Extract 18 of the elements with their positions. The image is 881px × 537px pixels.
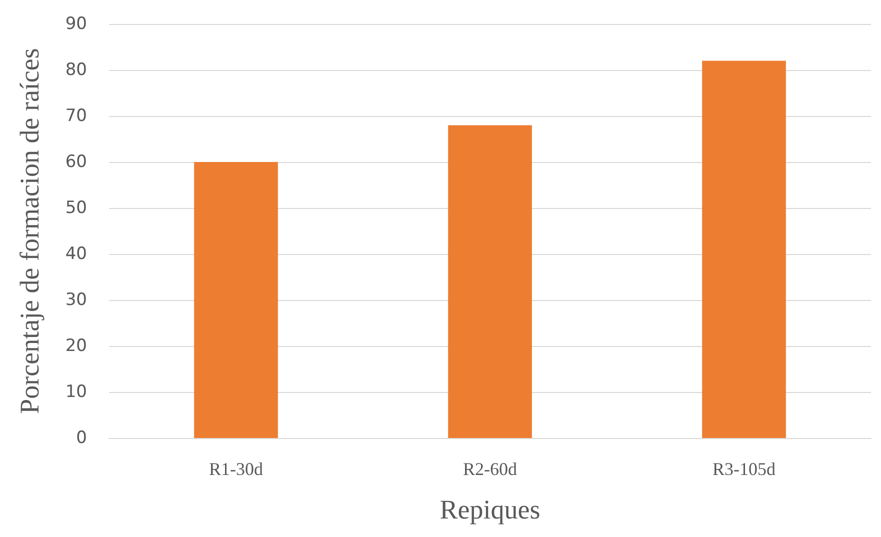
bar	[702, 60, 786, 438]
y-tick-label: 80	[65, 60, 87, 80]
y-tick-label: 10	[65, 382, 87, 402]
y-tick-label: 40	[65, 244, 87, 264]
y-tick-label: 70	[65, 106, 87, 126]
y-tick-label: 0	[76, 428, 87, 448]
y-tick-label: 20	[65, 336, 87, 356]
x-axis-title: Repiques	[440, 494, 540, 524]
y-axis-title: Porcentaje de formacion de raíces	[14, 48, 44, 414]
y-tick-label: 50	[65, 198, 87, 218]
x-tick-label: R3-105d	[712, 459, 776, 479]
x-tick-label: R2-60d	[463, 459, 517, 479]
y-tick-label: 60	[65, 152, 87, 172]
x-tick-label: R1-30d	[209, 459, 263, 479]
y-tick-label: 90	[65, 14, 87, 34]
y-tick-label: 30	[65, 290, 87, 310]
bar	[448, 125, 532, 438]
bar	[194, 162, 278, 438]
